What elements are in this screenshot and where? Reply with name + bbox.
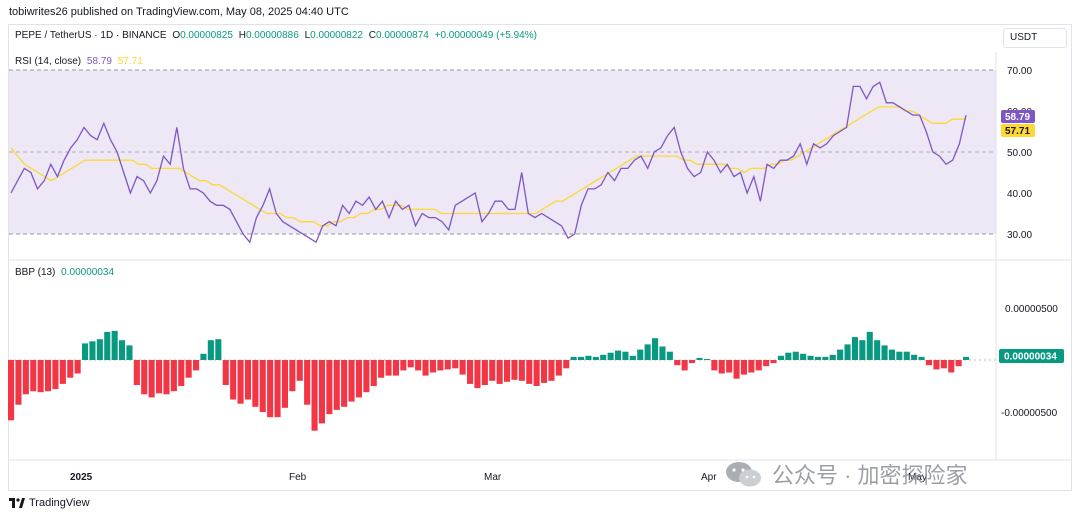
close-label: C xyxy=(368,30,376,41)
rsi-legend: RSI (14, close) 58.79 57.71 xyxy=(15,56,146,67)
wechat-logo-icon xyxy=(726,462,761,487)
watermark-text: 公众号 · 加密探险家 xyxy=(772,463,968,488)
open-label: O xyxy=(172,30,181,41)
close-value: 0.00000874 xyxy=(376,30,429,41)
open-value: 0.00000825 xyxy=(180,30,233,41)
published-info: tobiwrites26 published on TradingView.co… xyxy=(9,6,349,18)
bbp-legend-label: BBP (13) xyxy=(15,267,56,278)
tradingview-label: TradingView xyxy=(29,497,90,509)
symbol-name: PEPE / TetherUS · 1D · BINANCE xyxy=(15,30,167,41)
chart-frame[interactable] xyxy=(8,24,1072,491)
wechat-watermark: 公众号 · 加密探险家 xyxy=(724,458,968,490)
change-value: +0.00000049 (+5.94%) xyxy=(434,30,537,41)
rsi-ma-legend-value: 57.71 xyxy=(117,56,143,67)
rsi-legend-value: 58.79 xyxy=(86,56,112,67)
symbol-legend: PEPE / TetherUS · 1D · BINANCE O0.000008… xyxy=(15,30,540,41)
high-value: 0.00000886 xyxy=(245,30,299,41)
bbp-legend-value: 0.00000034 xyxy=(61,267,115,278)
low-value: 0.00000822 xyxy=(310,30,363,41)
tradingview-brand[interactable]: TradingView xyxy=(9,497,90,509)
low-label: L xyxy=(304,30,311,41)
high-label: H xyxy=(238,30,246,41)
tradingview-logo-icon xyxy=(9,498,25,508)
currency-selector[interactable]: USDT xyxy=(1003,28,1067,48)
bbp-legend: BBP (13) 0.00000034 xyxy=(15,267,117,278)
rsi-legend-label: RSI (14, close) xyxy=(15,56,82,67)
